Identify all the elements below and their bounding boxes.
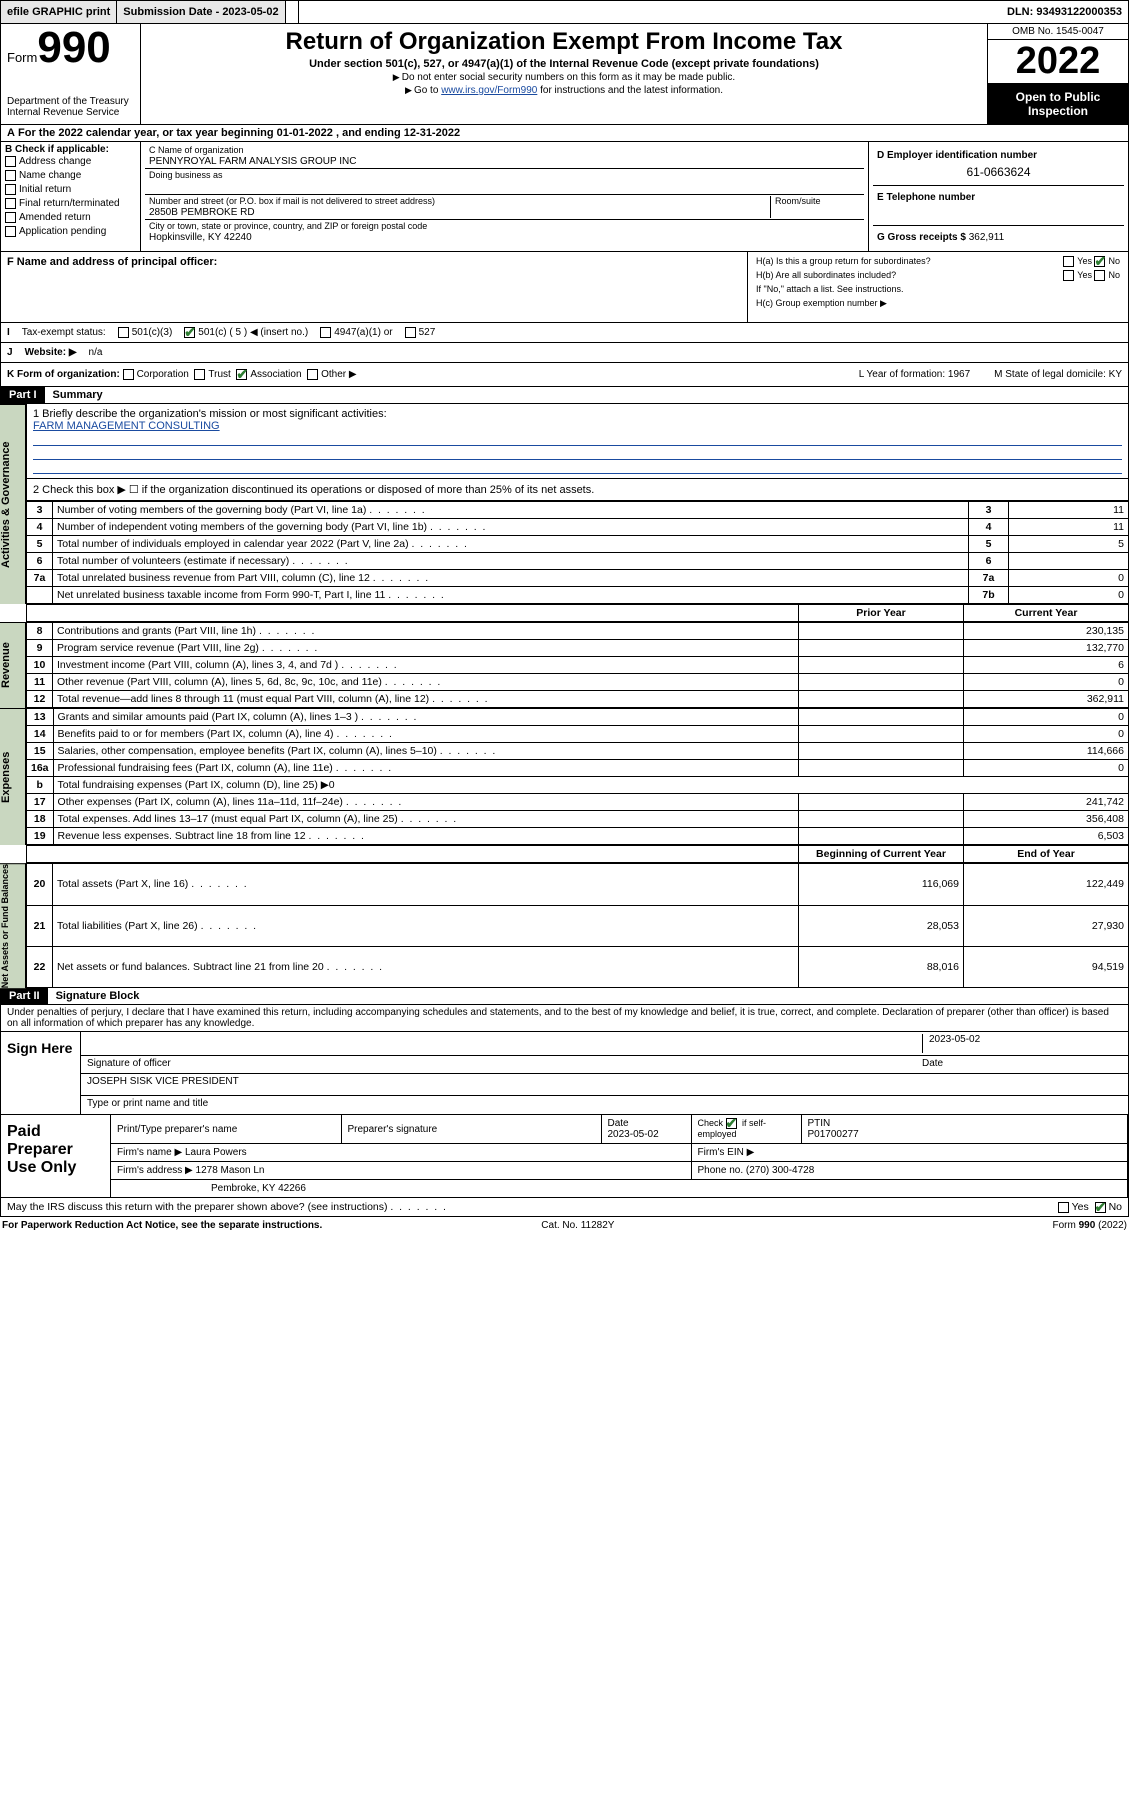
section-deg: D Employer identification number61-06636… [868,142,1128,251]
section-b: B Check if applicable: Address change Na… [1,142,141,251]
website-row: JWebsite: ▶ n/a [0,343,1129,363]
part2-header: Part II Signature Block [0,988,1129,1005]
dept-label: Department of the Treasury Internal Reve… [7,96,134,118]
omb-number: OMB No. 1545-0047 [988,24,1128,40]
efile-print-button[interactable]: efile GRAPHIC print [1,1,117,23]
f-h-block: F Name and address of principal officer:… [0,252,1129,323]
501c5-checkbox[interactable] [184,327,195,338]
page-footer: For Paperwork Reduction Act Notice, see … [0,1217,1129,1234]
form-header: Form990 Department of the Treasury Inter… [0,24,1129,125]
year-formation: L Year of formation: 1967 [859,369,970,380]
revenue-section: Revenue 8Contributions and grants (Part … [0,622,1129,708]
state-domicile: M State of legal domicile: KY [994,369,1122,380]
expenses-section: Expenses 13Grants and similar amounts pa… [0,708,1129,845]
section-h: H(a) Is this a group return for subordin… [748,252,1128,322]
form990-link[interactable]: www.irs.gov/Form990 [441,85,537,96]
netassets-section: Net Assets or Fund Balances 20Total asse… [0,863,1129,988]
identity-block: B Check if applicable: Address change Na… [0,142,1129,252]
discuss-row: May the IRS discuss this return with the… [0,1198,1129,1217]
tax-period: A For the 2022 calendar year, or tax yea… [0,125,1129,142]
website-value: n/a [89,347,103,358]
jurat-text: Under penalties of perjury, I declare th… [0,1005,1129,1032]
form-subtitle: Under section 501(c), 527, or 4947(a)(1)… [147,58,981,70]
section-c: C Name of organizationPENNYROYAL FARM AN… [141,142,868,251]
association-checkbox[interactable] [236,369,247,380]
discuss-no-checkbox[interactable] [1095,1202,1106,1213]
section-f: F Name and address of principal officer: [1,252,748,322]
form-word: Form [7,50,37,65]
goto-note: Go to www.irs.gov/Form990 for instructio… [147,85,981,96]
part1-header: Part I Summary [0,387,1129,404]
firm-name: Laura Powers [185,1147,247,1158]
dln-label: DLN: 93493122000353 [1001,1,1128,23]
org-name: PENNYROYAL FARM ANALYSIS GROUP INC [149,156,356,167]
officer-name: JOSEPH SISK VICE PRESIDENT [87,1076,239,1093]
governance-table: 3Number of voting members of the governi… [26,501,1129,604]
ptin-value: P01700277 [808,1129,859,1140]
ein-value: 61-0663624 [877,165,1120,179]
self-employed-checkbox[interactable] [726,1118,737,1129]
ssn-note: Do not enter social security numbers on … [147,72,981,83]
firm-phone: (270) 300-4728 [746,1165,814,1176]
sign-here-block: Sign Here 2023-05-02 Signature of office… [0,1032,1129,1115]
firm-address: 1278 Mason Ln [196,1165,265,1176]
public-inspection-badge: Open to Public Inspection [988,84,1128,124]
gross-receipts: 362,911 [969,232,1004,243]
submission-date-button[interactable]: Submission Date - 2023-05-02 [117,1,285,23]
form-number: 990 [37,23,110,72]
org-city: Hopkinsville, KY 42240 [149,232,252,243]
form-title: Return of Organization Exempt From Incom… [147,28,981,56]
k-row: K Form of organization: Corporation Trus… [0,363,1129,387]
mission-link[interactable]: FARM MANAGEMENT CONSULTING [33,420,220,432]
tax-year: 2022 [988,40,1128,84]
paid-preparer-block: Paid Preparer Use Only Print/Type prepar… [0,1115,1129,1198]
topbar-spacer [286,1,299,23]
org-address: 2850B PEMBROKE RD [149,207,255,218]
tax-exempt-status: ITax-exempt status: 501(c)(3) 501(c) ( 5… [0,323,1129,343]
governance-section: Activities & Governance 1 Briefly descri… [0,404,1129,604]
top-bar: efile GRAPHIC print Submission Date - 20… [0,0,1129,24]
